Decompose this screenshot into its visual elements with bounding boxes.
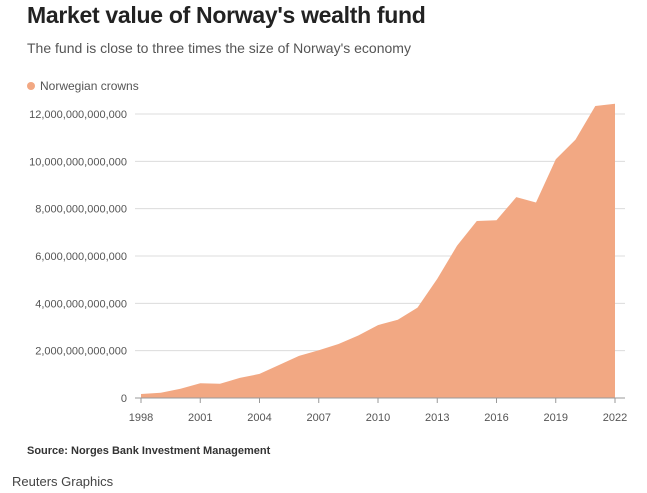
x-tick-label: 2007 bbox=[307, 412, 331, 424]
area-series-norwegian-crowns bbox=[141, 103, 615, 399]
chart-title: Market value of Norway's wealth fund bbox=[27, 2, 426, 28]
chart-subtitle: The fund is close to three times the siz… bbox=[27, 40, 411, 56]
y-tick-label: 10,000,000,000,000 bbox=[29, 156, 127, 168]
credit-line: Reuters Graphics bbox=[12, 474, 114, 489]
x-tick-label: 2022 bbox=[603, 412, 627, 424]
x-tick-label: 2013 bbox=[425, 412, 449, 424]
area-series bbox=[141, 103, 615, 399]
legend-label: Norwegian crowns bbox=[40, 79, 139, 93]
y-tick-label: 12,000,000,000,000 bbox=[29, 109, 127, 121]
x-tick-label: 2019 bbox=[544, 412, 568, 424]
source-note: Source: Norges Bank Investment Managemen… bbox=[27, 445, 271, 457]
x-tick-label: 1998 bbox=[129, 412, 153, 424]
x-tick-label: 2004 bbox=[247, 412, 271, 424]
legend-swatch bbox=[27, 82, 35, 90]
y-tick-label: 2,000,000,000,000 bbox=[35, 346, 127, 358]
y-tick-label: 8,000,000,000,000 bbox=[35, 204, 127, 216]
x-tick-label: 2001 bbox=[188, 412, 212, 424]
x-tick-label: 2016 bbox=[484, 412, 508, 424]
x-tick-label: 2010 bbox=[366, 412, 390, 424]
area-chart: 0 2,000,000,000,000 4,000,000,000,000 6,000… bbox=[29, 103, 627, 424]
axes: 0 2,000,000,000,000 4,000,000,000,000 6,000… bbox=[29, 109, 627, 424]
y-tick-label: 6,000,000,000,000 bbox=[35, 251, 127, 263]
legend: Norwegian crowns bbox=[27, 79, 139, 93]
y-tick-label: 0 bbox=[121, 393, 127, 405]
y-tick-label: 4,000,000,000,000 bbox=[35, 298, 127, 310]
